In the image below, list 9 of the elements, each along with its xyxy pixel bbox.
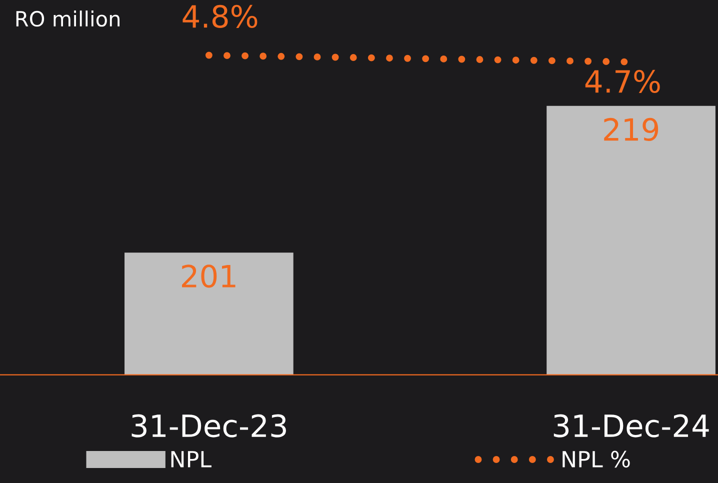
data-label: 4.7%	[585, 70, 660, 93]
data-label: 219	[604, 118, 658, 142]
x-tick-label: 31-Dec-24	[554, 414, 709, 438]
data-label: 4.8%	[182, 4, 258, 28]
x-tick-label: 31-Dec-23	[132, 414, 286, 438]
legend-label: NPL	[171, 451, 212, 468]
legend-label: NPL %	[562, 450, 630, 468]
y-axis-title: RO million	[16, 10, 120, 27]
data-label: 201	[182, 264, 236, 288]
